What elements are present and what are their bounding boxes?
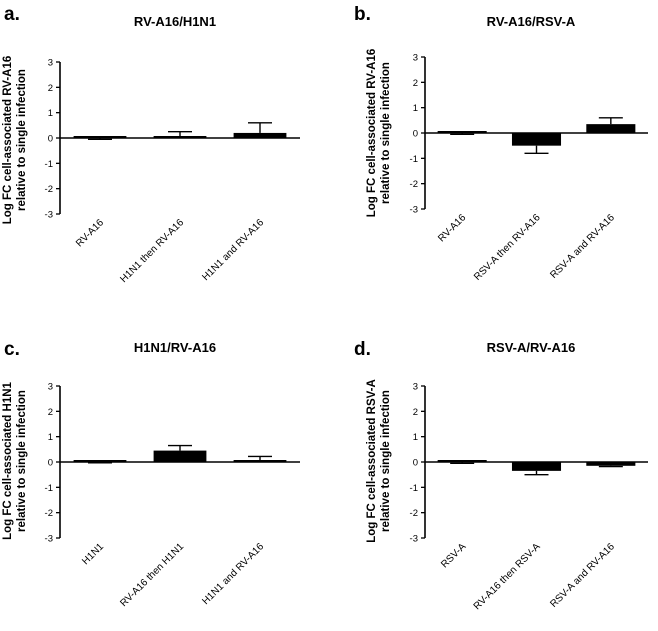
y-tick-label: 0 [48,458,53,469]
bar [73,136,127,138]
panel-a: a. RV-A16/H1N1 Log FC cell-associated RV… [2,4,300,285]
y-axis-label-line2: relative to single infection [16,390,28,532]
y-tick-label: -2 [410,179,418,190]
panel-d: d. RSV-A/RV-A16 Log FC cell-associated R… [354,339,648,612]
category-label: H1N1 and RV-A16 [200,217,266,283]
plot-area: 3 2 1 0 -1 -2 -3 RV-A16 H1N1 then RV-A16 H1N1 and… [45,58,300,285]
y-tick-label: -1 [410,154,418,165]
y-tick-label: 3 [413,53,418,64]
category-label: H1N1 then RV-A16 [118,217,186,285]
y-tick-label: -1 [45,483,53,494]
y-axis-label-line2: relative to single infection [380,390,392,532]
y-axis-label-line1: Log FC cell-associated H1N1 [2,381,14,539]
y-tick-label: 0 [413,458,418,469]
panel-letter: d. [354,339,371,360]
y-tick-label: -1 [410,483,418,494]
bar [437,460,487,462]
y-tick-label: -2 [410,508,418,519]
y-axis-label-line1: Log FC cell-associated RV-A16 [366,49,378,218]
bar [153,136,207,138]
y-tick-label: 2 [413,78,418,89]
panel-b: b. RV-A16/RSV-A Log FC cell-associated R… [354,4,648,283]
y-tick-label: 1 [48,108,53,119]
category-label: RSV-A and RV-A16 [548,541,617,610]
bar [586,462,636,466]
panel-title: H1N1/RV-A16 [134,340,216,355]
panel-c: c. H1N1/RV-A16 Log FC cell-associated H1… [2,339,300,609]
y-tick-label: -3 [410,534,418,545]
y-tick-label: -3 [45,534,53,545]
bar [511,462,562,471]
panel-title: RV-A16/H1N1 [134,14,216,29]
panel-title: RV-A16/RSV-A [487,14,576,29]
category-label: RSV-A then RV-A16 [472,212,543,283]
bar [437,131,487,133]
category-label: RV-A16 then RSV-A [472,541,543,612]
category-label: RV-A16 [74,217,106,249]
panel-title: RSV-A/RV-A16 [487,340,576,355]
y-axis-label-line1: Log FC cell-associated RSV-A [366,379,378,543]
category-label: H1N1 and RV-A16 [200,541,266,607]
y-tick-label: -2 [45,184,53,195]
y-tick-label: 2 [48,83,53,94]
bar [586,124,636,133]
panel-letter: c. [4,339,20,360]
y-axis-label-line2: relative to single infection [380,62,392,204]
y-tick-label: 2 [413,407,418,418]
category-label: RV-A16 [436,212,468,244]
y-tick-label: 3 [48,382,53,393]
category-label: H1N1 [80,541,106,567]
y-tick-label: 2 [48,407,53,418]
category-label: RV-A16 then H1N1 [118,541,186,609]
y-tick-label: 1 [48,432,53,443]
y-axis-label-line1: Log FC cell-associated RV-A16 [2,56,14,225]
panel-letter: b. [354,4,371,25]
panel-letter: a. [4,4,20,25]
plot-area: 3 2 1 0 -1 -2 -3 RSV-A RV-A16 then RSV-A RSV-A an… [410,382,648,612]
y-tick-label: 3 [413,382,418,393]
category-label: RSV-A and RV-A16 [548,212,617,281]
y-tick-label: -3 [410,205,418,216]
category-label: RSV-A [439,541,468,570]
y-axis-label-line2: relative to single infection [16,69,28,211]
y-tick-label: 1 [413,432,418,443]
plot-area: 3 2 1 0 -1 -2 -3 RV-A16 RSV-A then RV-A16 RSV-A a… [410,53,648,283]
y-tick-label: -3 [45,210,53,221]
y-tick-label: 1 [413,103,418,114]
y-tick-label: 0 [48,134,53,145]
bar [511,133,562,146]
y-tick-label: 3 [48,58,53,69]
plot-area: 3 2 1 0 -1 -2 -3 H1N1 RV-A16 then H1N1 H1N1 and R… [45,382,300,609]
y-tick-label: 0 [413,129,418,140]
bar [73,460,127,462]
y-tick-label: -1 [45,159,53,170]
bar [153,450,207,462]
y-tick-label: -2 [45,508,53,519]
bar [233,132,287,138]
